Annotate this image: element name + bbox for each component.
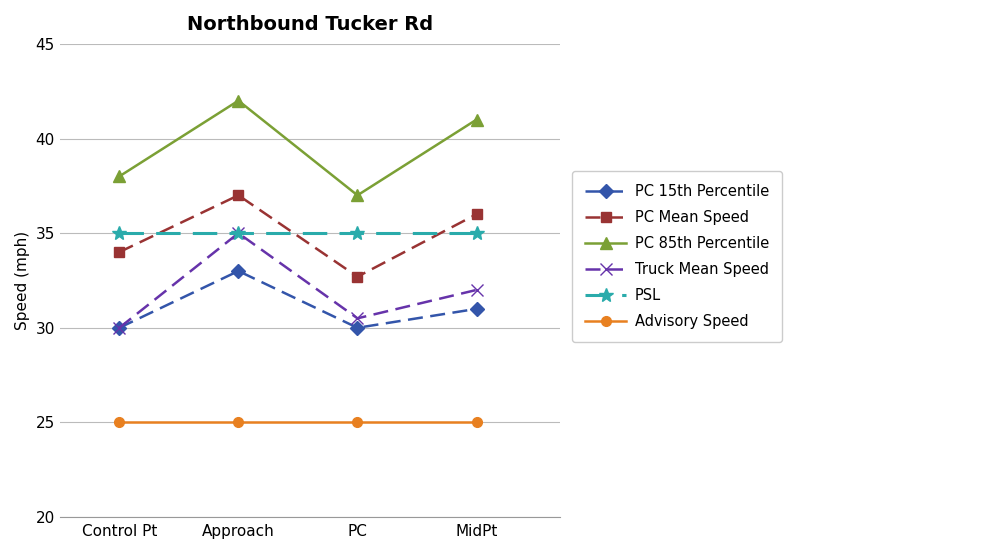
PSL	[113, 230, 125, 237]
Advisory Speed	[351, 419, 363, 425]
Truck Mean Speed	[113, 325, 125, 331]
PSL	[471, 230, 483, 237]
PC 15th Percentile	[351, 325, 363, 331]
PC 15th Percentile	[113, 325, 125, 331]
PC Mean Speed	[471, 211, 483, 218]
Truck Mean Speed	[471, 286, 483, 293]
PC Mean Speed	[351, 273, 363, 280]
Truck Mean Speed	[351, 315, 363, 322]
PC 85th Percentile	[232, 98, 244, 104]
Advisory Speed	[232, 419, 244, 425]
PC 15th Percentile	[471, 306, 483, 312]
Line: Advisory Speed: Advisory Speed	[114, 418, 481, 427]
Truck Mean Speed	[232, 230, 244, 237]
Line: PC 85th Percentile: PC 85th Percentile	[114, 95, 482, 201]
Line: Truck Mean Speed: Truck Mean Speed	[114, 228, 482, 334]
Advisory Speed	[113, 419, 125, 425]
PC 85th Percentile	[471, 116, 483, 123]
PC 85th Percentile	[351, 192, 363, 199]
PC 15th Percentile	[232, 268, 244, 274]
Y-axis label: Speed (mph): Speed (mph)	[15, 231, 30, 330]
PC Mean Speed	[113, 249, 125, 255]
Line: PC Mean Speed: PC Mean Speed	[114, 191, 481, 281]
Line: PSL: PSL	[112, 226, 483, 240]
PC 85th Percentile	[113, 173, 125, 179]
Line: PC 15th Percentile: PC 15th Percentile	[114, 266, 481, 332]
Legend: PC 15th Percentile, PC Mean Speed, PC 85th Percentile, Truck Mean Speed, PSL, Ad: PC 15th Percentile, PC Mean Speed, PC 85…	[572, 171, 782, 342]
PSL	[232, 230, 244, 237]
PC Mean Speed	[232, 192, 244, 199]
Advisory Speed	[471, 419, 483, 425]
PSL	[351, 230, 363, 237]
Title: Northbound Tucker Rd: Northbound Tucker Rd	[187, 15, 433, 34]
